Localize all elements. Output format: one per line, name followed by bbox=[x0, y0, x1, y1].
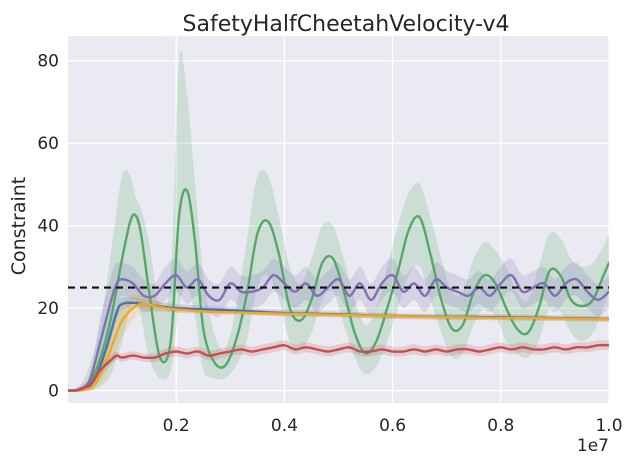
chart-title: SafetyHalfCheetahVelocity-v4 bbox=[183, 12, 510, 37]
x-tick-label: 1.0 bbox=[595, 416, 622, 436]
x-tick-label: 0.2 bbox=[163, 416, 190, 436]
y-tick-label: 0 bbox=[48, 382, 59, 402]
x-tick-label: 0.4 bbox=[271, 416, 298, 436]
grid-lines bbox=[68, 36, 610, 403]
series-lines bbox=[68, 188, 609, 392]
y-tick-label: 20 bbox=[37, 299, 59, 319]
x-tick-label: 0.8 bbox=[487, 416, 514, 436]
y-tick-label: 80 bbox=[37, 52, 59, 72]
y-tick-label: 60 bbox=[37, 134, 59, 154]
x-tick-label: 0.6 bbox=[379, 416, 406, 436]
plot-area bbox=[68, 36, 609, 403]
series-line-green bbox=[68, 188, 609, 392]
y-axis-label: Constraint bbox=[8, 177, 30, 276]
series-line-red bbox=[68, 343, 609, 392]
y-tick-label: 40 bbox=[37, 217, 59, 237]
series-line-purple bbox=[68, 273, 609, 392]
y-tick-labels: 0 20 40 60 80 bbox=[37, 52, 59, 402]
x-axis-offset-label: 1e7 bbox=[577, 436, 609, 456]
x-tick-labels: 0.2 0.4 0.6 0.8 1.0 bbox=[163, 416, 623, 436]
band-green bbox=[68, 50, 609, 391]
